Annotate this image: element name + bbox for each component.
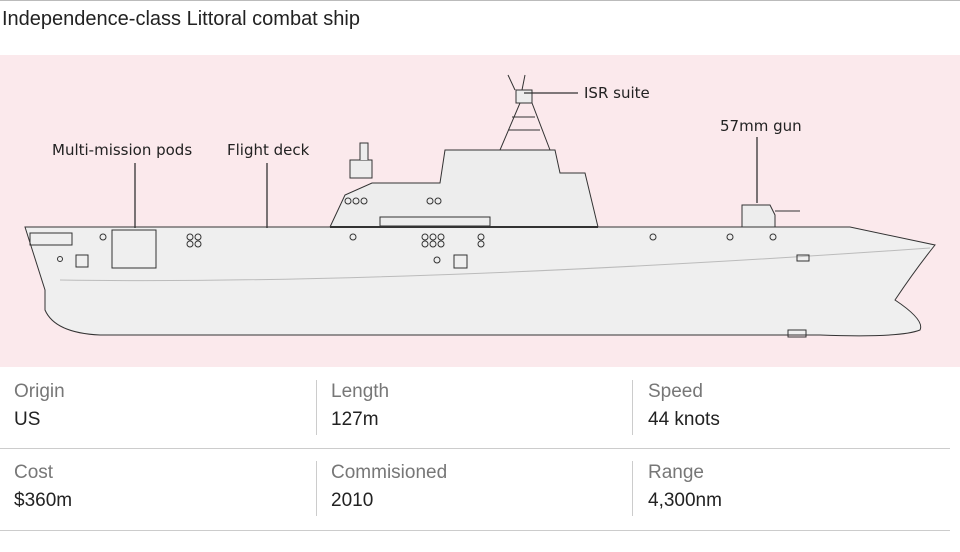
column-divider <box>316 461 317 516</box>
stat-value: 127m <box>331 409 379 430</box>
stat-label: Commisioned <box>331 462 448 483</box>
leader-lines <box>134 92 758 228</box>
stat: Range 4,300nm <box>648 462 948 512</box>
stat-value: $360m <box>14 490 73 511</box>
top-rule <box>0 0 960 1</box>
stat-label: Origin <box>14 381 65 402</box>
stat-value: 44 knots <box>648 409 720 430</box>
title: Independence-class Littoral combat ship <box>2 8 360 30</box>
stat: Commisioned 2010 <box>331 462 631 512</box>
stat-label: Speed <box>648 381 703 402</box>
stat-label: Cost <box>14 462 54 483</box>
stat-value: US <box>14 409 41 430</box>
callout-label: 57mm gun <box>720 117 802 135</box>
callout-label: ISR suite <box>584 84 650 102</box>
row-divider <box>0 530 950 531</box>
column-divider <box>632 380 633 435</box>
stat-label: Length <box>331 381 390 402</box>
ship-illustration: Multi-mission pods Flight deck ISR suite… <box>0 55 960 367</box>
ship <box>24 74 936 338</box>
stat: Origin US <box>14 381 314 431</box>
row-divider <box>0 448 950 449</box>
stat-value: 2010 <box>331 490 374 511</box>
callout-label: Multi-mission pods <box>52 141 192 159</box>
stat: Speed 44 knots <box>648 381 948 431</box>
stat-label: Range <box>648 462 704 483</box>
stat-value: 4,300nm <box>648 490 722 511</box>
stat: Cost $360m <box>14 462 314 512</box>
stat: Length 127m <box>331 381 631 431</box>
column-divider <box>316 380 317 435</box>
callout-label: Flight deck <box>227 141 310 159</box>
column-divider <box>632 461 633 516</box>
